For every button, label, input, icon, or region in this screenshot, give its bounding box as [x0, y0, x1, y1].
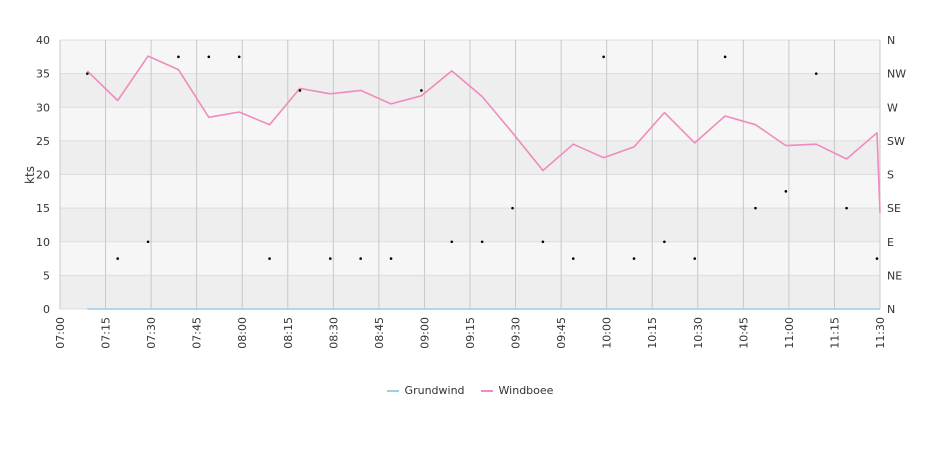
direction-point [359, 257, 362, 260]
x-tick-label: 07:45 [191, 317, 204, 349]
direction-point [814, 72, 818, 75]
y-axis-label: kts [23, 166, 37, 184]
legend-label: Windboee [498, 384, 554, 397]
x-tick-label: 11:00 [783, 317, 796, 349]
x-tick-label: 08:45 [373, 317, 386, 349]
x-tick-label: 08:15 [282, 317, 295, 349]
direction-point [632, 257, 636, 260]
direction-point [571, 257, 575, 260]
direction-point [237, 55, 241, 59]
y2-tick-label: W [887, 101, 898, 114]
x-tick-label: 08:00 [236, 317, 249, 349]
x-tick-label: 08:30 [327, 317, 340, 349]
y-tick-label: 30 [36, 101, 50, 114]
direction-point [754, 206, 757, 210]
x-tick-label: 07:00 [54, 317, 67, 349]
direction-point [541, 240, 545, 244]
x-tick-label: 10:45 [737, 317, 750, 349]
x-tick-label: 10:00 [601, 317, 614, 349]
direction-point [784, 190, 788, 193]
direction-point [480, 240, 484, 244]
x-tick-label: 11:15 [828, 317, 841, 349]
y2-tick-label: E [887, 236, 894, 249]
direction-point [298, 89, 302, 92]
y2-tick-label: N [887, 34, 895, 47]
direction-point [875, 257, 879, 260]
series-line-windboee [86, 55, 881, 213]
y-tick-label: 35 [36, 68, 50, 81]
direction-point [511, 206, 514, 210]
y-tick-label: 5 [43, 269, 50, 282]
x-tick-label: 09:00 [418, 317, 431, 349]
y2-tick-label: NE [887, 269, 902, 282]
direction-point [116, 257, 120, 260]
direction-point [693, 257, 697, 260]
legend-item-grundwind[interactable]: Grundwind [386, 384, 465, 397]
legend-label: Grundwind [404, 384, 465, 397]
x-tick-label: 10:30 [692, 317, 705, 349]
direction-point [207, 55, 211, 59]
legend-item-windboee[interactable]: Windboee [480, 384, 554, 397]
y-tick-label: 0 [43, 303, 50, 316]
x-tick-label: 07:15 [100, 317, 113, 349]
y-tick-label: 40 [36, 34, 50, 47]
x-tick-label: 09:30 [510, 317, 523, 349]
x-tick-label: 11:30 [874, 317, 887, 349]
direction-point [602, 55, 605, 59]
x-tick-label: 10:15 [646, 317, 659, 349]
direction-point [450, 240, 454, 244]
direction-point [86, 72, 89, 75]
direction-point [845, 206, 848, 210]
y-tick-label: 10 [36, 236, 50, 249]
y2-tick-label: SW [887, 135, 905, 148]
legend: Grundwind Windboee [0, 384, 940, 397]
y-tick-label: 20 [36, 169, 50, 182]
direction-point [268, 257, 271, 260]
direction-point [328, 257, 332, 260]
y2-tick-label: SE [887, 202, 901, 215]
x-tick-label: 07:30 [145, 317, 158, 349]
direction-point [389, 257, 393, 260]
direction-point [146, 240, 150, 244]
y-tick-label: 25 [36, 135, 50, 148]
legend-swatch [480, 389, 493, 392]
x-tick-label: 09:15 [464, 317, 477, 349]
y2-tick-label: S [887, 169, 894, 182]
y2-tick-label: N [887, 303, 895, 316]
direction-point [723, 55, 727, 59]
legend-swatch [386, 389, 399, 392]
direction-point [420, 89, 423, 92]
y2-tick-label: NW [887, 68, 906, 81]
x-tick-label: 09:45 [555, 317, 568, 349]
y-tick-label: 15 [36, 202, 50, 215]
direction-point [663, 240, 666, 244]
direction-point [177, 55, 180, 59]
